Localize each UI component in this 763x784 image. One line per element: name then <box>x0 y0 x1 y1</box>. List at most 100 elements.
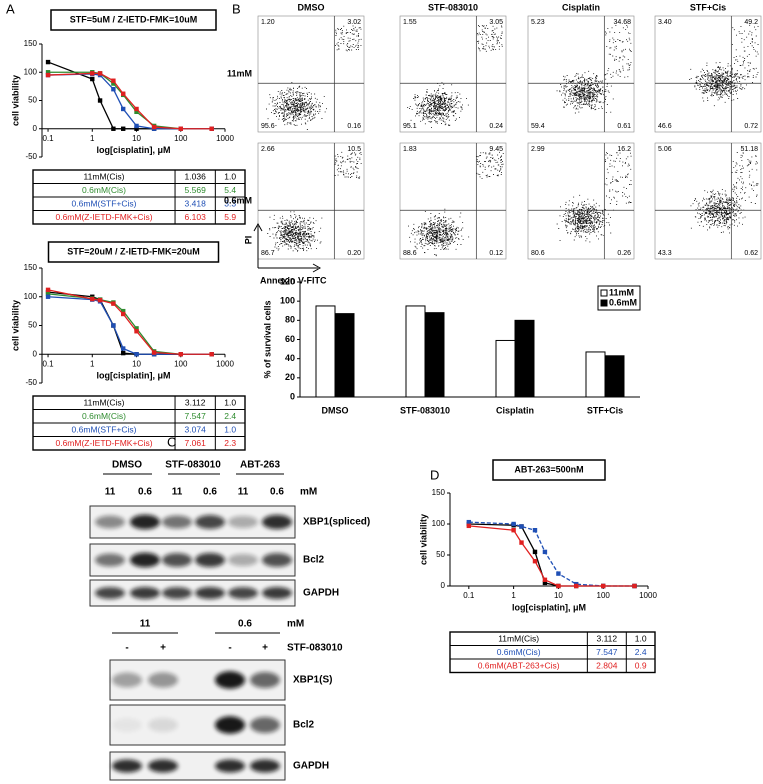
table-cell: 1.0 <box>635 634 647 644</box>
table-cell: 0.6mM(Cis) <box>497 647 541 657</box>
x-tick-label: 100 <box>174 359 188 368</box>
y-axis-label: cell viability <box>10 300 20 351</box>
data-point <box>45 59 51 65</box>
x-tick-label: 0.1 <box>42 134 54 143</box>
y-tick-label: -50 <box>25 378 37 387</box>
bar <box>334 313 355 398</box>
data-point <box>511 521 516 527</box>
blot-band <box>228 587 258 599</box>
x-tick-label: 100 <box>174 134 188 143</box>
data-point <box>45 70 51 75</box>
panel-label: A <box>6 1 15 16</box>
unit-label: mM <box>300 487 317 498</box>
quadrant-value: 95.6 <box>261 123 275 130</box>
legend-swatch <box>600 289 608 297</box>
band-label: GAPDH <box>303 588 339 599</box>
curve <box>48 296 212 355</box>
x-tick-label: 100 <box>597 591 611 600</box>
quadrant-value: 16.2 <box>617 146 631 153</box>
x-tick-label: 1 <box>511 591 516 600</box>
y-tick-label: 150 <box>24 263 38 272</box>
data-point <box>45 294 51 299</box>
flow-dots <box>267 151 362 252</box>
y-tick-label: 0 <box>290 391 295 401</box>
table-cell: 11mM(Cis) <box>84 398 125 408</box>
blot-band <box>162 553 192 567</box>
blot-band <box>195 515 225 529</box>
x-tick-label: 1000 <box>216 359 234 368</box>
table-cell: 0.6mM(STF+Cis) <box>72 199 137 209</box>
table-cell: 7.547 <box>185 411 207 421</box>
quadrant-value: 2.99 <box>531 146 545 153</box>
curve <box>468 521 635 587</box>
y-tick-label: 20 <box>285 372 295 382</box>
table-cell: 2.4 <box>224 411 236 421</box>
bar <box>514 319 535 398</box>
data-point <box>519 524 524 529</box>
bar <box>495 339 516 398</box>
quadrant-value: 3.02 <box>347 19 361 26</box>
title-box <box>50 9 217 31</box>
table-cell: 6.103 <box>185 212 207 222</box>
quadrant-value: 0.12 <box>489 250 503 257</box>
data-point <box>45 72 51 78</box>
quadrant-value: 1.20 <box>261 19 275 26</box>
data-point <box>542 577 548 582</box>
data-point <box>151 124 157 130</box>
data-point <box>97 298 103 303</box>
band-label: Bcl2 <box>293 720 315 731</box>
blot-band <box>148 718 178 732</box>
flow-plot: 1.83 9.45 88.6 0.12 <box>399 142 507 260</box>
y-tick-label: 100 <box>280 296 295 306</box>
table-cell: 5.569 <box>185 185 207 195</box>
data-point <box>466 523 472 529</box>
flow-frame <box>399 15 507 133</box>
quadrant-value: 43.3 <box>658 250 672 257</box>
x-tick-label: 1 <box>90 134 95 143</box>
flow-dots <box>556 151 632 243</box>
data-point <box>90 76 95 82</box>
bar <box>585 351 606 398</box>
legend-label: 0.6mM <box>609 297 637 307</box>
group-label: 11 <box>140 619 151 630</box>
y-tick-label: 0 <box>33 349 38 358</box>
x-tick-label: 1000 <box>216 134 234 143</box>
y-tick-label: 100 <box>432 519 446 528</box>
data-point <box>121 346 126 351</box>
flow-x-axis: Annexin V-FITC <box>260 275 327 285</box>
y-tick-label: 80 <box>285 315 295 325</box>
flow-dots <box>690 152 759 234</box>
x-tick-label: DMSO <box>322 405 349 415</box>
bar <box>424 312 445 398</box>
quadrant-value: 3.40 <box>658 19 672 26</box>
blot-band <box>148 759 178 773</box>
quadrant-value: 1.83 <box>403 146 417 153</box>
data-point <box>209 352 214 357</box>
table-cell: 7.547 <box>596 647 618 657</box>
flow-column-header: DMSO <box>298 2 325 12</box>
x-tick-label: Cisplatin <box>496 405 534 415</box>
y-tick-label: 50 <box>436 550 445 559</box>
lane-label: + <box>262 643 268 654</box>
data-point <box>111 301 116 306</box>
group-label: 0.6 <box>238 619 252 630</box>
x-tick-label: STF+Cis <box>587 405 623 415</box>
chart-title: STF=20uM / Z-IETD-FMK=20uM <box>67 246 200 256</box>
table-cell: 1.0 <box>224 398 236 408</box>
data-point <box>111 78 116 83</box>
band-label: GAPDH <box>293 761 329 772</box>
data-point <box>111 87 116 92</box>
data-point <box>45 287 51 293</box>
lane-label: 11 <box>105 487 116 498</box>
data-point <box>121 126 126 131</box>
curve <box>47 293 212 355</box>
flow-dots <box>689 24 759 107</box>
blot-band <box>148 672 178 688</box>
y-axis-label: % of survival cells <box>262 300 272 378</box>
flow-plot: 1.55 3.05 95.1 0.24 <box>399 15 507 133</box>
table-cell: 0.6mM(Cis) <box>82 185 126 195</box>
data-point <box>111 126 116 131</box>
data-point <box>542 549 548 555</box>
table-cell: 1.036 <box>185 172 207 182</box>
quadrant-value: 59.4 <box>531 123 545 130</box>
